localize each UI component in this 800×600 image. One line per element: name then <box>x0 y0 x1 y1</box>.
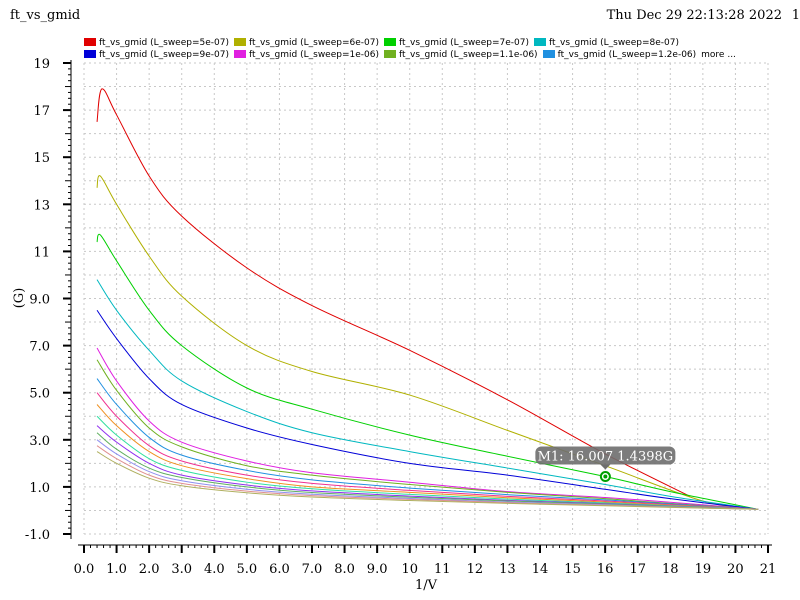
x-tick-label: 18 <box>662 562 679 577</box>
series-line-15 <box>96 451 759 510</box>
legend-label: ft_vs_gmid (L_sweep=1.2e-06) <box>557 50 697 60</box>
x-tick-label: 0.0 <box>74 562 95 577</box>
timestamp: Thu Dec 29 22:13:28 2022 <box>606 8 782 23</box>
legend-label: ft_vs_gmid (L_sweep=1.1e-06) <box>399 50 538 60</box>
y-tick-label: 3.0 <box>29 434 50 449</box>
legend-swatch <box>384 38 396 46</box>
legend-swatch <box>234 38 246 46</box>
series-line-2 <box>96 233 759 510</box>
legend-label: ft_vs_gmid (L_sweep=7e-07) <box>399 38 529 48</box>
series-line-12 <box>96 432 759 510</box>
y-tick-label: 17 <box>33 104 50 119</box>
legend-swatch <box>542 50 555 58</box>
y-tick-label: -1.0 <box>25 528 50 543</box>
series-line-3 <box>96 279 759 510</box>
legend-item[interactable]: ft_vs_gmid (L_sweep=6e-07) <box>234 37 379 49</box>
x-tick-label: 1.0 <box>106 562 127 577</box>
x-tick-label: 17 <box>629 562 646 577</box>
x-tick-label: 5.0 <box>237 562 258 577</box>
series-line-4 <box>96 309 759 510</box>
page-number: 1 <box>791 8 800 23</box>
series-group <box>96 88 759 510</box>
y-tick-label: 11 <box>33 245 50 260</box>
legend-label: ft_vs_gmid (L_sweep=6e-07) <box>249 38 379 48</box>
x-tick-label: 16 <box>597 562 614 577</box>
series-line-6 <box>96 359 759 510</box>
y-tick-label: 15 <box>33 151 50 166</box>
x-tick-label: 11 <box>434 562 451 577</box>
x-tick-label: 9.0 <box>367 562 388 577</box>
x-tick-label: 10 <box>401 562 418 577</box>
legend-item[interactable]: ft_vs_gmid (L_sweep=1.2e-06) <box>542 49 697 61</box>
series-line-8 <box>96 392 759 510</box>
y-tick-label: 19 <box>33 57 50 72</box>
legend-label: ft_vs_gmid (L_sweep=8e-07) <box>549 38 679 48</box>
y-tick-label: 7.0 <box>29 340 50 355</box>
legend-label: ft_vs_gmid (L_sweep=1e-06) <box>249 50 379 60</box>
x-tick-label: 8.0 <box>334 562 355 577</box>
y-axis-label: (G) <box>12 288 27 309</box>
legend-item[interactable]: ft_vs_gmid (L_sweep=9e-07) <box>84 49 229 61</box>
legend-item[interactable]: ft_vs_gmid (L_sweep=5e-07) <box>84 37 229 49</box>
marker-m1-dot <box>603 474 608 479</box>
series-line-5 <box>96 347 759 510</box>
y-tick-label: 1.0 <box>29 481 50 496</box>
legend-label: ft_vs_gmid (L_sweep=5e-07) <box>99 38 229 48</box>
x-tick-label: 3.0 <box>171 562 192 577</box>
x-tick-label: 19 <box>695 562 712 577</box>
y-tick-label: 13 <box>33 198 50 213</box>
x-tick-label: 7.0 <box>302 562 323 577</box>
legend-swatch <box>384 50 396 58</box>
marker-label-box <box>535 446 676 465</box>
x-tick-label: 2.0 <box>139 562 160 577</box>
marker-label-pointer <box>600 464 611 470</box>
x-tick-label: 13 <box>499 562 516 577</box>
plot-title: ft_vs_gmid <box>10 8 81 23</box>
legend: ft_vs_gmid (L_sweep=5e-07) ft_vs_gmid (L_… <box>84 37 764 61</box>
x-tick-label: 20 <box>727 562 744 577</box>
x-tick-label: 21 <box>760 562 777 577</box>
series-line-1 <box>96 175 759 510</box>
series-line-10 <box>96 415 759 510</box>
x-tick-label: 4.0 <box>204 562 225 577</box>
series-line-0 <box>96 88 691 497</box>
legend-item[interactable]: ft_vs_gmid (L_sweep=8e-07) <box>534 37 679 49</box>
y-tick-label: 5.0 <box>29 387 50 402</box>
legend-label: ft_vs_gmid (L_sweep=9e-07) <box>99 50 229 60</box>
legend-item[interactable]: ft_vs_gmid (L_sweep=1e-06) <box>234 49 379 61</box>
legend-item[interactable]: ft_vs_gmid (L_sweep=1.1e-06) <box>384 49 538 61</box>
legend-swatch <box>84 38 96 46</box>
legend-swatch <box>84 50 96 58</box>
legend-item[interactable]: ft_vs_gmid (L_sweep=7e-07) <box>384 37 529 49</box>
x-tick-label: 14 <box>532 562 549 577</box>
x-tick-label: 15 <box>564 562 581 577</box>
legend-swatch <box>534 38 546 46</box>
legend-swatch <box>234 50 246 58</box>
x-axis-label: 1/V <box>415 578 438 593</box>
series-line-9 <box>96 404 759 510</box>
series-line-7 <box>96 378 759 510</box>
legend-more-link[interactable]: more ... <box>701 50 736 60</box>
x-tick-label: 6.0 <box>269 562 290 577</box>
x-tick-label: 12 <box>467 562 484 577</box>
y-tick-label: 9.0 <box>29 293 50 308</box>
marker-label: M1: 16.007 1.4398G <box>538 450 674 465</box>
